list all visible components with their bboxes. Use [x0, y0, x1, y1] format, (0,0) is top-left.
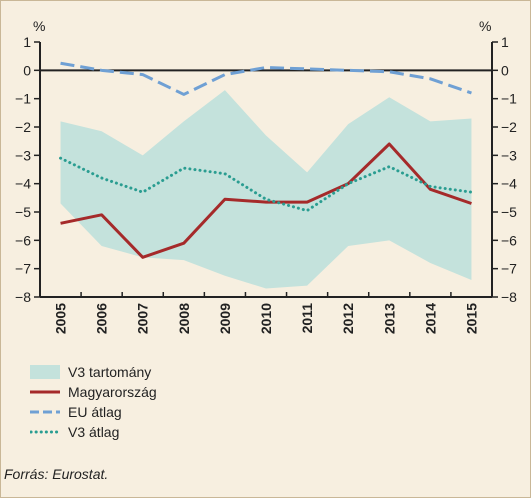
x-tick-label: 2014: [422, 303, 438, 334]
y-tick-label-left: −8: [15, 289, 31, 305]
x-tick-label: 2012: [340, 303, 356, 334]
legend-label: Magyarország: [68, 384, 157, 400]
x-tick-label: 2011: [299, 303, 315, 334]
y-tick-label-right: 1: [501, 34, 509, 50]
legend-item-hungary: Magyarország: [30, 382, 157, 402]
x-tick-label: 2008: [176, 303, 192, 334]
dashed-line-swatch: [30, 410, 60, 414]
legend-item-eu: EU átlag: [30, 402, 157, 422]
y-tick-label-right: 0: [501, 62, 509, 78]
y-tick-label-left: −2: [15, 119, 31, 135]
x-tick-label: 2007: [135, 303, 151, 334]
y-tick-label-right: −8: [501, 289, 517, 305]
series-v3-average-line: [59, 156, 473, 213]
left-unit-label: %: [33, 18, 45, 34]
legend-label: V3 tartomány: [68, 364, 152, 380]
legend: V3 tartomány Magyarország EU átlag V3 át…: [30, 362, 157, 442]
y-tick-label-right: −2: [501, 119, 517, 135]
solid-line-swatch: [30, 390, 60, 394]
y-tick-label-left: −1: [15, 91, 31, 107]
series-eu-average-line: [60, 61, 472, 96]
y-tick-label-right: −7: [501, 261, 517, 277]
x-tick-label: 2009: [217, 303, 233, 334]
y-tick-label-right: −5: [501, 204, 517, 220]
y-tick-label-left: 1: [23, 34, 31, 50]
legend-label: V3 átlag: [68, 424, 120, 440]
y-tick-label-right: −6: [501, 232, 517, 248]
y-tick-label-left: −6: [15, 232, 31, 248]
x-tick-label: 2013: [381, 303, 397, 334]
x-tick-label: 2010: [258, 303, 274, 334]
source-note: Forrás: Eurostat.: [4, 466, 109, 482]
legend-label: EU átlag: [68, 404, 122, 420]
y-tick-label-left: −3: [15, 147, 31, 163]
y-tick-label-left: −7: [15, 261, 31, 277]
band-area: [60, 90, 472, 289]
y-tick-label-right: −3: [501, 147, 517, 163]
line-chart: % % 1 1 0 0 −1 −1 −2 −2 −3 −3 −4 −4 −5 −5 −6 −6 −7 −7 −8 −8…: [15, 18, 517, 334]
dotted-line-swatch: [30, 430, 60, 434]
y-tick-label-left: 0: [23, 62, 31, 78]
right-unit-label: %: [479, 18, 491, 34]
y-tick-label-left: −5: [15, 204, 31, 220]
legend-item-v3: V3 átlag: [30, 422, 157, 442]
y-tick-label-right: −4: [501, 176, 517, 192]
series-hungary-line: [60, 142, 472, 259]
y-tick-label-right: −1: [501, 91, 517, 107]
x-tick-label: 2005: [53, 303, 69, 334]
y-tick-label-left: −4: [15, 176, 31, 192]
x-tick-label: 2006: [94, 303, 110, 334]
legend-item-band: V3 tartomány: [30, 362, 157, 382]
x-tick-label: 2015: [463, 303, 479, 334]
band-swatch: [30, 365, 60, 379]
